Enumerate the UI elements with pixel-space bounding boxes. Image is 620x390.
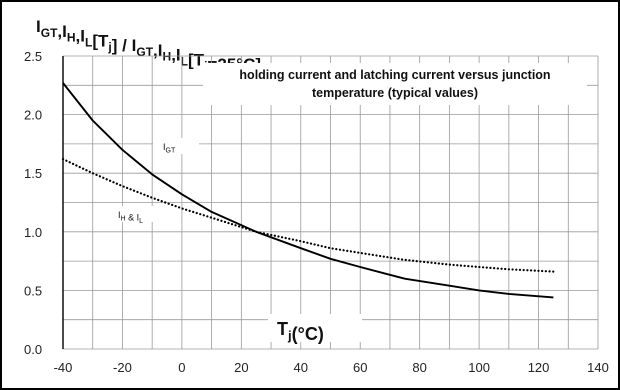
x-tick-label: 80 xyxy=(412,360,426,375)
y-tick-label: 1.5 xyxy=(24,166,42,181)
x-tick-label: -20 xyxy=(113,360,132,375)
y-tick-label: 1.0 xyxy=(24,225,42,240)
y-tick-label: 2.5 xyxy=(24,49,42,64)
x-tick-label: 40 xyxy=(294,360,308,375)
series-group xyxy=(61,82,555,299)
igt-label-bg xyxy=(153,138,199,154)
series-line-igt xyxy=(62,82,554,299)
igt-series-label: IGT xyxy=(163,142,176,155)
y-tick-label: 2.0 xyxy=(24,108,42,123)
x-axis-label: Tj(°C) xyxy=(277,319,324,344)
y-tick-labels: 0.0 0.5 1.0 1.5 2.0 2.5 xyxy=(24,49,42,357)
x-tick-label: 20 xyxy=(234,360,248,375)
x-tick-label: -40 xyxy=(54,360,73,375)
x-tick-label: 60 xyxy=(353,360,367,375)
series-line-ih-il xyxy=(61,158,555,273)
y-tick-label: 0.5 xyxy=(24,283,42,298)
ihl-series-label: IH & IL xyxy=(118,210,143,225)
x-tick-label: 100 xyxy=(468,360,490,375)
annotation-line-1: holding current and latching current ver… xyxy=(239,68,550,82)
x-tick-label: 140 xyxy=(587,360,609,375)
y-tick-label: 0.0 xyxy=(24,342,42,357)
annotation-line-2: temperature (typical values) xyxy=(312,86,478,100)
x-tick-label: 0 xyxy=(178,360,185,375)
x-axis-label-bg xyxy=(268,314,362,342)
x-tick-label: 120 xyxy=(528,360,550,375)
annotation-box xyxy=(203,63,587,105)
x-tick-labels: -40 -20 0 20 40 60 80 100 120 140 xyxy=(54,360,609,375)
ihl-label-bg xyxy=(113,206,173,222)
